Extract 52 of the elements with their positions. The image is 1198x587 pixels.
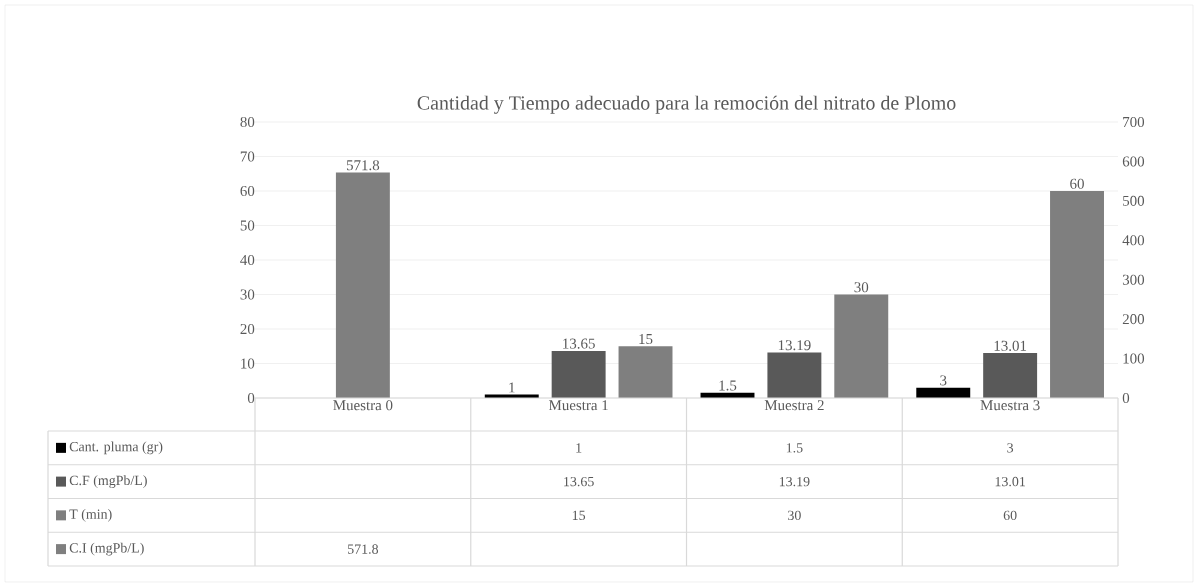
- text: 3: [940, 375, 947, 386]
- bar: [767, 352, 822, 398]
- data-label: 3: [1007, 443, 1014, 453]
- y-tick-label: 50: [240, 220, 255, 231]
- data-label: 60: [1003, 510, 1017, 521]
- data-label: 13.19: [779, 476, 810, 487]
- data-label: 13.65: [564, 476, 594, 487]
- text: 13.65: [563, 338, 595, 349]
- y-tick-label: 20: [240, 323, 255, 335]
- text: 1.5: [719, 380, 737, 391]
- bar: [551, 350, 606, 398]
- data-label: 15: [572, 510, 586, 521]
- bar: [983, 353, 1038, 398]
- text: 13.19: [778, 340, 811, 351]
- data-label: 571.8: [346, 160, 380, 171]
- y-tick-label: 10: [241, 358, 255, 369]
- y2-tick-label: 100: [1123, 353, 1145, 364]
- legend-label: C.I (mgPb/L): [69, 542, 144, 556]
- text: 30: [854, 282, 869, 293]
- text: 60: [1070, 178, 1084, 189]
- data-label: 30: [788, 510, 801, 521]
- y2-tick-label: 400: [1122, 235, 1145, 246]
- legend-label: T (min): [69, 509, 112, 522]
- text: 571.8: [348, 544, 379, 554]
- x-tick-label: Muestra 1: [548, 400, 608, 411]
- y2-tick-label: 700: [1123, 116, 1145, 128]
- x-tick-label: Muestra 2: [764, 400, 824, 411]
- text: 1: [509, 382, 515, 393]
- data-label: 1: [576, 443, 582, 453]
- y-tick-label: 30: [240, 289, 255, 300]
- legend-label: C.F (mgPb/L): [69, 475, 147, 488]
- text: 13.01: [994, 340, 1027, 351]
- y-tick-label: 40: [240, 254, 255, 266]
- y-tick-label: 70: [240, 151, 255, 162]
- data-label: 13.01: [995, 476, 1025, 487]
- y2-tick-label: 200: [1122, 314, 1145, 325]
- legend-label: Cant. pluma (gr): [69, 441, 163, 455]
- y2-tick-label: 500: [1123, 195, 1145, 206]
- bar: [1050, 190, 1104, 398]
- y-tick-label: 60: [240, 185, 255, 197]
- data-label: 1.5: [786, 443, 803, 453]
- text: 15: [639, 334, 653, 345]
- y-tick-label: 80: [240, 116, 255, 128]
- y2-tick-label: 600: [1122, 156, 1145, 167]
- x-tick-label: Muestra 0: [333, 400, 393, 411]
- bar: [834, 294, 889, 398]
- chart-title: Cantidad y Tiempo adecuado para la remoción del nitrato de Plomo: [417, 95, 956, 114]
- x-tick-label: Muestra 3: [980, 400, 1040, 411]
- y2-tick-label: 0: [1122, 392, 1130, 404]
- bar: [618, 346, 673, 398]
- y-tick-label: 0: [247, 392, 255, 404]
- y2-tick-label: 300: [1122, 274, 1145, 285]
